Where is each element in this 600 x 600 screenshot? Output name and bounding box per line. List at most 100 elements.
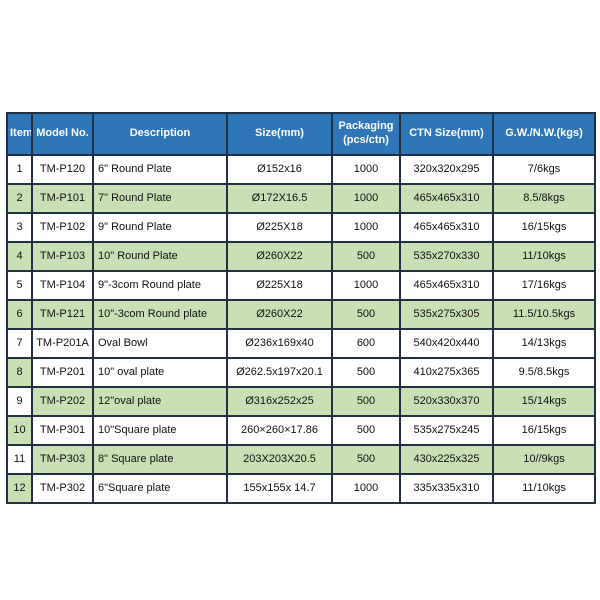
cell-size: Ø260X22 (226, 299, 333, 330)
cell-gw: 9.5/8.5kgs (492, 357, 596, 388)
cell-gw: 15/14kgs (492, 386, 596, 417)
cell-model: TM-P104 (31, 270, 94, 301)
cell-packaging: 1000 (331, 183, 401, 214)
cell-ctn: 335x335x310 (399, 473, 494, 504)
cell-item: 1 (6, 154, 33, 185)
cell-gw: 11.5/10.5kgs (492, 299, 596, 330)
cell-description: 12"oval plate (92, 386, 228, 417)
cell-model: TM-P101 (31, 183, 94, 214)
cell-item: 3 (6, 212, 33, 243)
cell-packaging: 500 (331, 299, 401, 330)
table-row: 10 TM-P301 10"Square plate 260×260×17.86 500… (6, 415, 596, 446)
column-header-size: Size(mm) (226, 112, 333, 156)
cell-size: 155x155x 14.7 (226, 473, 333, 504)
cell-ctn: 540x420x440 (399, 328, 494, 359)
table-row: 9 TM-P202 12"oval plate Ø316x252x25 500 520x3… (6, 386, 596, 417)
cell-item: 7 (6, 328, 33, 359)
cell-packaging: 1000 (331, 154, 401, 185)
cell-item: 10 (6, 415, 33, 446)
cell-ctn: 465x465x310 (399, 183, 494, 214)
cell-size: Ø172X16.5 (226, 183, 333, 214)
cell-model: TM-P103 (31, 241, 94, 272)
cell-packaging: 500 (331, 415, 401, 446)
cell-gw: 8.5/8kgs (492, 183, 596, 214)
column-header-ctn-size: CTN Size(mm) (399, 112, 494, 156)
cell-gw: 16/15kgs (492, 415, 596, 446)
cell-size: Ø316x252x25 (226, 386, 333, 417)
cell-ctn: 535x270x330 (399, 241, 494, 272)
cell-model: TM-P201 (31, 357, 94, 388)
column-header-gw-nw: G.W./N.W.(kgs) (492, 112, 596, 156)
cell-description: 7" Round Plate (92, 183, 228, 214)
cell-size: Ø152x16 (226, 154, 333, 185)
cell-description: Oval Bowl (92, 328, 228, 359)
cell-size: 203X203X20.5 (226, 444, 333, 475)
table-row: 4 TM-P103 10" Round Plate Ø260X22 500 535x270… (6, 241, 596, 272)
cell-model: TM-P201A (31, 328, 94, 359)
cell-model: TM-P303 (31, 444, 94, 475)
cell-description: 6"Square plate (92, 473, 228, 504)
table-body: 1 TM-P120 6" Round Plate Ø152x16 1000 320x320… (6, 154, 596, 504)
cell-gw: 11/10kgs (492, 473, 596, 504)
cell-description: 10" oval plate (92, 357, 228, 388)
cell-description: 8" Square plate (92, 444, 228, 475)
cell-description: 6" Round Plate (92, 154, 228, 185)
cell-packaging: 1000 (331, 473, 401, 504)
cell-packaging: 600 (331, 328, 401, 359)
cell-packaging: 500 (331, 241, 401, 272)
table-row: 8 TM-P201 10" oval plate Ø262.5x197x20.1 500… (6, 357, 596, 388)
cell-item: 5 (6, 270, 33, 301)
table-header: Item Model No. Description Size(mm) Pack… (6, 112, 596, 156)
cell-item: 11 (6, 444, 33, 475)
cell-ctn: 465x465x310 (399, 212, 494, 243)
cell-description: 9"-3com Round plate (92, 270, 228, 301)
table-row: 6 TM-P121 10"-3com Round plate Ø260X22 500 53… (6, 299, 596, 330)
cell-item: 2 (6, 183, 33, 214)
cell-ctn: 430x225x325 (399, 444, 494, 475)
cell-size: Ø225X18 (226, 212, 333, 243)
cell-description: 10"Square plate (92, 415, 228, 446)
cell-item: 6 (6, 299, 33, 330)
cell-packaging: 1000 (331, 212, 401, 243)
cell-gw: 14/13kgs (492, 328, 596, 359)
cell-gw: 11/10kgs (492, 241, 596, 272)
cell-packaging: 500 (331, 444, 401, 475)
cell-size: Ø262.5x197x20.1 (226, 357, 333, 388)
table-row: 1 TM-P120 6" Round Plate Ø152x16 1000 320x320… (6, 154, 596, 185)
column-header-packaging: Packaging (pcs/ctn) (331, 112, 401, 156)
cell-description: 9" Round Plate (92, 212, 228, 243)
table-row: 7 TM-P201A Oval Bowl Ø236x169x40 600 540x420x… (6, 328, 596, 359)
cell-model: TM-P302 (31, 473, 94, 504)
cell-ctn: 535x275x305 (399, 299, 494, 330)
cell-item: 4 (6, 241, 33, 272)
column-header-description: Description (92, 112, 228, 156)
cell-ctn: 520x330x370 (399, 386, 494, 417)
cell-ctn: 465x465x310 (399, 270, 494, 301)
cell-item: 9 (6, 386, 33, 417)
cell-model: TM-P301 (31, 415, 94, 446)
cell-model: TM-P121 (31, 299, 94, 330)
table-row: 5 TM-P104 9"-3com Round plate Ø225X18 1000 46… (6, 270, 596, 301)
cell-gw: 16/15kgs (492, 212, 596, 243)
header-row: Item Model No. Description Size(mm) Pack… (6, 112, 596, 156)
cell-model: TM-P102 (31, 212, 94, 243)
cell-size: 260×260×17.86 (226, 415, 333, 446)
cell-ctn: 535x275x245 (399, 415, 494, 446)
table-row: 11 TM-P303 8" Square plate 203X203X20.5 500 4… (6, 444, 596, 475)
table-row: 12 TM-P302 6"Square plate 155x155x 14.7 1000… (6, 473, 596, 504)
cell-packaging: 500 (331, 357, 401, 388)
cell-packaging: 500 (331, 386, 401, 417)
cell-gw: 10//9kgs (492, 444, 596, 475)
column-header-item: Item (6, 112, 33, 156)
cell-size: Ø225X18 (226, 270, 333, 301)
cell-gw: 17/16kgs (492, 270, 596, 301)
cell-description: 10"-3com Round plate (92, 299, 228, 330)
cell-packaging: 1000 (331, 270, 401, 301)
product-spec-table: Item Model No. Description Size(mm) Pack… (6, 112, 596, 504)
table-row: 2 TM-P101 7" Round Plate Ø172X16.5 1000 465x4… (6, 183, 596, 214)
cell-item: 8 (6, 357, 33, 388)
cell-item: 12 (6, 473, 33, 504)
cell-ctn: 320x320x295 (399, 154, 494, 185)
cell-size: Ø260X22 (226, 241, 333, 272)
